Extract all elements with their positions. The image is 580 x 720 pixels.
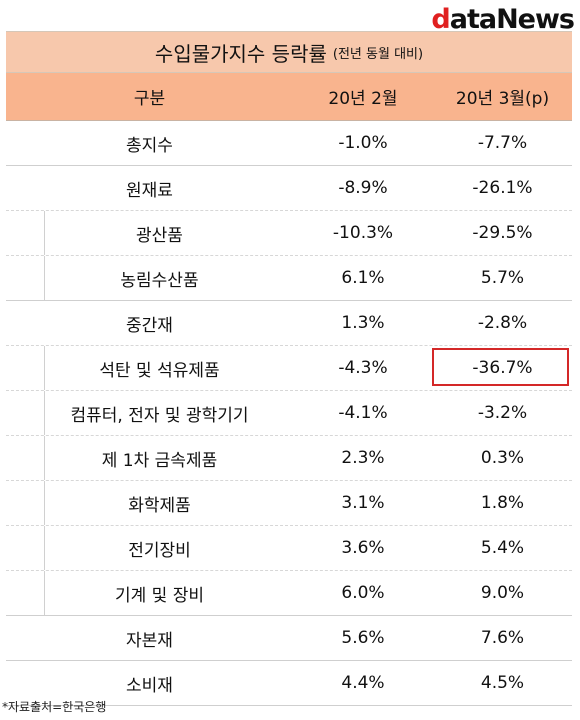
row-mar-value: -3.2%	[477, 403, 528, 423]
row-feb-value: 4.4%	[341, 673, 385, 693]
table-row: 전기장비 3.6% 5.4%	[6, 526, 572, 571]
row-label: 화학제품	[128, 495, 191, 516]
table-row: 소비재 4.4% 4.5%	[6, 661, 572, 706]
table-row: 컴퓨터, 전자 및 광학기기 -4.1% -3.2%	[6, 391, 572, 436]
row-feb-value: 6.0%	[341, 583, 385, 603]
table-row: 화학제품 3.1% 1.8%	[6, 481, 572, 526]
row-feb-value: 3.1%	[341, 493, 385, 513]
table-row: 제 1차 금속제품 2.3% 0.3%	[6, 436, 572, 481]
table-row: 기계 및 장비 6.0% 9.0%	[6, 571, 572, 616]
row-feb-value: 2.3%	[341, 448, 385, 468]
row-label: 전기장비	[128, 540, 191, 561]
datanews-logo: dataNews	[431, 4, 575, 35]
table-title: 수입물가지수 등락률 (전년 동월 대비)	[6, 32, 572, 73]
row-label: 석탄 및 석유제품	[99, 360, 220, 381]
highlight-box	[432, 348, 569, 386]
logo-first-letter: d	[431, 4, 450, 35]
table-header: 구분 20년 2월 20년 3월(p)	[6, 73, 572, 121]
table-row: 원재료 -8.9% -26.1%	[6, 166, 572, 211]
row-feb-value: -1.0%	[338, 133, 388, 153]
table-row: 석탄 및 석유제품 -4.3% -36.7%	[6, 346, 572, 391]
row-feb-value: -10.3%	[332, 223, 394, 243]
row-mar-value: 7.6%	[480, 628, 525, 648]
row-mar-value: -36.7%	[472, 358, 533, 378]
row-feb-value: 5.6%	[341, 628, 385, 648]
row-mar-value: -26.1%	[472, 178, 533, 198]
row-feb-value: -8.9%	[338, 178, 388, 198]
source-footnote: *자료출처=한국은행	[2, 700, 107, 714]
row-feb-value: 1.3%	[341, 313, 385, 333]
row-mar-value: 9.0%	[480, 583, 525, 603]
table-row: 광산품 -10.3% -29.5%	[6, 211, 572, 256]
row-mar-value: 5.7%	[480, 268, 525, 288]
table-title-main: 수입물가지수 등락률	[154, 41, 327, 66]
header-mar: 20년 3월(p)	[455, 89, 550, 109]
row-mar-value: -29.5%	[472, 223, 533, 243]
row-label: 농림수산품	[120, 270, 199, 291]
logo-rest: ataNews	[449, 4, 575, 35]
table-row: 중간재 1.3% -2.8%	[6, 301, 572, 346]
row-feb-value: -4.1%	[338, 403, 388, 423]
table-title-sub: (전년 동월 대비)	[332, 46, 424, 62]
row-label: 제 1차 금속제품	[101, 450, 218, 471]
row-mar-value: 4.5%	[480, 673, 525, 693]
row-label: 원재료	[126, 180, 173, 201]
row-label: 컴퓨터, 전자 및 광학기기	[70, 405, 249, 426]
row-mar-value: 0.3%	[480, 448, 525, 468]
row-feb-value: 6.1%	[341, 268, 385, 288]
header-category: 구분	[133, 89, 166, 109]
table-row: 농림수산품 6.1% 5.7%	[6, 256, 572, 301]
table-row: 총지수 -1.0% -7.7%	[6, 121, 572, 166]
table-row: 자본재 5.6% 7.6%	[6, 616, 572, 661]
row-label: 자본재	[126, 630, 173, 651]
header-feb: 20년 2월	[328, 89, 398, 109]
row-mar-value: -7.7%	[477, 133, 528, 153]
row-label: 소비재	[126, 675, 173, 696]
import-price-table: 수입물가지수 등락률 (전년 동월 대비) 구분 20년 2월 20년 3월(p…	[6, 31, 572, 706]
row-label: 중간재	[126, 315, 173, 336]
row-feb-value: 3.6%	[341, 538, 385, 558]
row-feb-value: -4.3%	[338, 358, 388, 378]
row-mar-value: 1.8%	[480, 493, 525, 513]
row-label: 총지수	[126, 135, 173, 156]
row-label: 광산품	[136, 225, 183, 246]
row-label: 기계 및 장비	[114, 585, 204, 606]
row-mar-value: 5.4%	[480, 538, 525, 558]
row-mar-value: -2.8%	[477, 313, 528, 333]
